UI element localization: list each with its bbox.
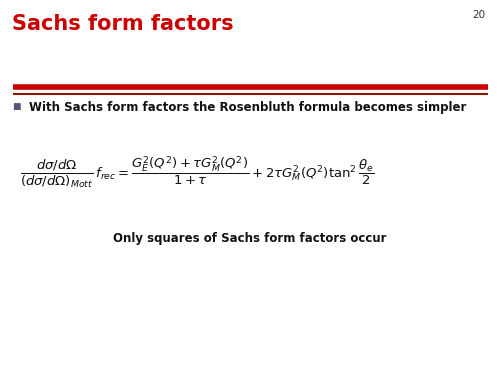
Text: $\dfrac{d\sigma/d\Omega}{(d\sigma/d\Omega)_{Mott}}\,f_{rec} = \dfrac{G_E^2(Q^2) : $\dfrac{d\sigma/d\Omega}{(d\sigma/d\Omeg… [20,154,374,191]
Text: With Sachs form factors the Rosenbluth formula becomes simpler: With Sachs form factors the Rosenbluth f… [29,101,466,114]
Text: ■: ■ [12,102,21,111]
Text: 20: 20 [472,10,485,20]
Text: Only squares of Sachs form factors occur: Only squares of Sachs form factors occur [113,232,387,245]
Text: Sachs form factors: Sachs form factors [12,14,234,34]
